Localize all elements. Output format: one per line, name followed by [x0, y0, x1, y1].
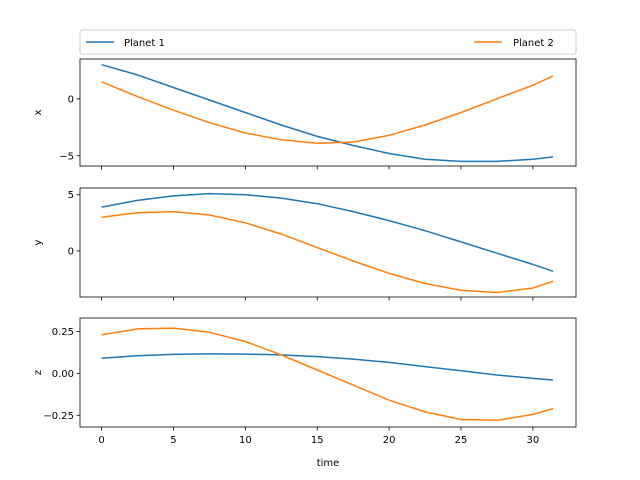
- chart-panels: 0 −5 x 5 0 y 0.25 0.00 −0.25 0 5 10 15 20 25 30 z: [33, 58, 577, 446]
- y-axis-label-x: x: [33, 109, 44, 115]
- y-tick-label: −0.25: [43, 411, 74, 422]
- series-line-planet-2-z: [101, 327, 554, 422]
- axes-frame: [79, 187, 577, 298]
- axes-frame: [79, 58, 577, 167]
- axes-frame: [79, 317, 577, 428]
- x-tick-label: 5: [170, 435, 176, 446]
- series-line-planet-2-x: [101, 75, 554, 144]
- series-line-planet-1-z: [101, 353, 554, 381]
- legend-label-planet-1: Planet 1: [124, 38, 165, 49]
- x-tick-label: 30: [527, 435, 540, 446]
- y-axis-label-z: z: [33, 370, 44, 375]
- x-tick-label: 15: [311, 435, 324, 446]
- x-tick-label: 10: [239, 435, 252, 446]
- y-tick-label: 0: [68, 94, 74, 105]
- y-axis-label-y: y: [33, 239, 44, 245]
- x-tick-label: 0: [98, 435, 104, 446]
- panel-x: 0 −5 x: [33, 58, 577, 170]
- series-line-planet-1-y: [101, 192, 554, 272]
- y-tick-label: 0.25: [52, 327, 74, 338]
- y-tick-label: 0: [68, 246, 74, 257]
- legend-label-planet-2: Planet 2: [513, 38, 554, 49]
- panel-y: 5 0 y: [33, 187, 577, 301]
- x-tick-label: 25: [455, 435, 468, 446]
- x-tick-label: 20: [383, 435, 396, 446]
- series-line-planet-2-y: [101, 210, 554, 294]
- series-line-planet-1-x: [101, 63, 554, 163]
- y-tick-label: 0.00: [52, 369, 74, 380]
- x-axis-label: time: [317, 458, 340, 469]
- legend: Planet 1 Planet 2: [79, 29, 577, 55]
- legend-box: [79, 29, 577, 55]
- y-tick-label: −5: [59, 151, 74, 162]
- panel-z: 0.25 0.00 −0.25 0 5 10 15 20 25 30 z: [33, 317, 577, 446]
- y-tick-label: 5: [68, 190, 74, 201]
